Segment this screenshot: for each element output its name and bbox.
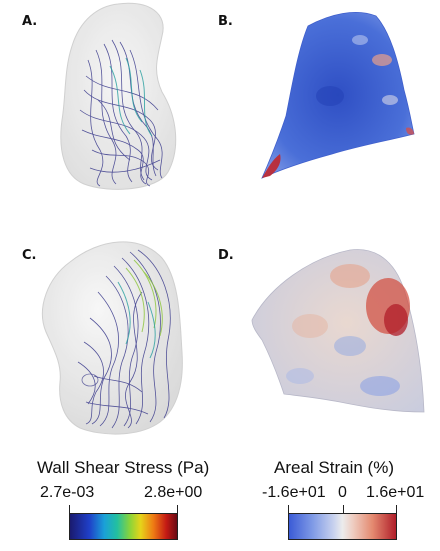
wss-legend-min-label: 2.7e-03 bbox=[40, 484, 95, 501]
strain-legend-min-label: -1.6e+01 bbox=[262, 484, 326, 501]
panel-b-strain-surface bbox=[261, 11, 415, 179]
panel-label-a: A. bbox=[22, 14, 38, 29]
streamline-highlight-c bbox=[125, 259, 163, 337]
panel-d-strain-surface bbox=[251, 249, 425, 413]
strain-colorbar bbox=[288, 513, 397, 540]
streamline-bundle-c bbox=[77, 249, 171, 429]
streamline-highlight-a bbox=[109, 57, 153, 137]
panel-label-b: B. bbox=[218, 14, 233, 29]
panel-label-d: D. bbox=[218, 248, 234, 263]
wss-colorbar bbox=[69, 513, 178, 540]
strain-legend-max-tick bbox=[396, 505, 397, 513]
strain-legend-max-label: 1.6e+01 bbox=[366, 484, 425, 501]
streamline-bundle-a bbox=[79, 39, 163, 187]
panel-a-streamline-render bbox=[60, 2, 177, 190]
panel-c-streamline-render bbox=[42, 241, 183, 435]
strain-legend-mid-tick bbox=[343, 505, 344, 513]
strain-legend-mid-label: 0 bbox=[338, 484, 347, 501]
wss-legend-min-tick bbox=[69, 505, 70, 513]
wss-legend-max-label: 2.8e+00 bbox=[144, 484, 203, 501]
wss-legend-title: Wall Shear Stress (Pa) bbox=[37, 458, 210, 477]
panel-label-c: C. bbox=[22, 248, 37, 263]
vessel-outline bbox=[42, 241, 183, 435]
strain-legend-title: Areal Strain (%) bbox=[274, 458, 394, 477]
wss-legend-max-tick bbox=[177, 505, 178, 513]
strain-legend-min-tick bbox=[288, 505, 289, 513]
